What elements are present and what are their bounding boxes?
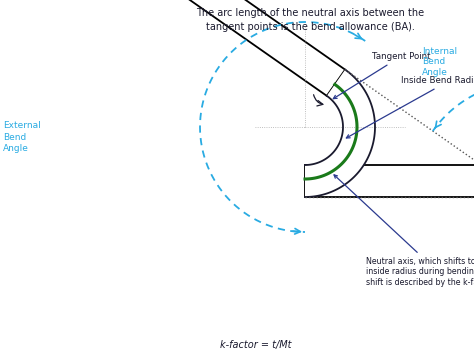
Text: Outside Setback
(OSSB): Outside Setback (OSSB) <box>0 361 1 362</box>
Text: tangent points is the bend allowance (BA).: tangent points is the bend allowance (BA… <box>206 22 414 32</box>
Text: External
Bend
Angle: External Bend Angle <box>3 121 41 153</box>
Text: Inside Bend Radius (Ir): Inside Bend Radius (Ir) <box>346 76 474 138</box>
Text: Neutral axis, which shifts toward the
inside radius during bending. This
shift i: Neutral axis, which shifts toward the in… <box>334 175 474 287</box>
Text: The arc length of the neutral axis between the: The arc length of the neutral axis betwe… <box>196 8 424 18</box>
Text: Tangent Point: Tangent Point <box>333 52 430 99</box>
Polygon shape <box>98 0 345 96</box>
Text: k-factor = t/Mt: k-factor = t/Mt <box>220 340 292 350</box>
Polygon shape <box>305 165 474 197</box>
Text: Internal
Bend
Angle: Internal Bend Angle <box>422 47 457 77</box>
Polygon shape <box>305 70 375 197</box>
Text: Material
Thickness
(Mt): Material Thickness (Mt) <box>0 361 1 362</box>
